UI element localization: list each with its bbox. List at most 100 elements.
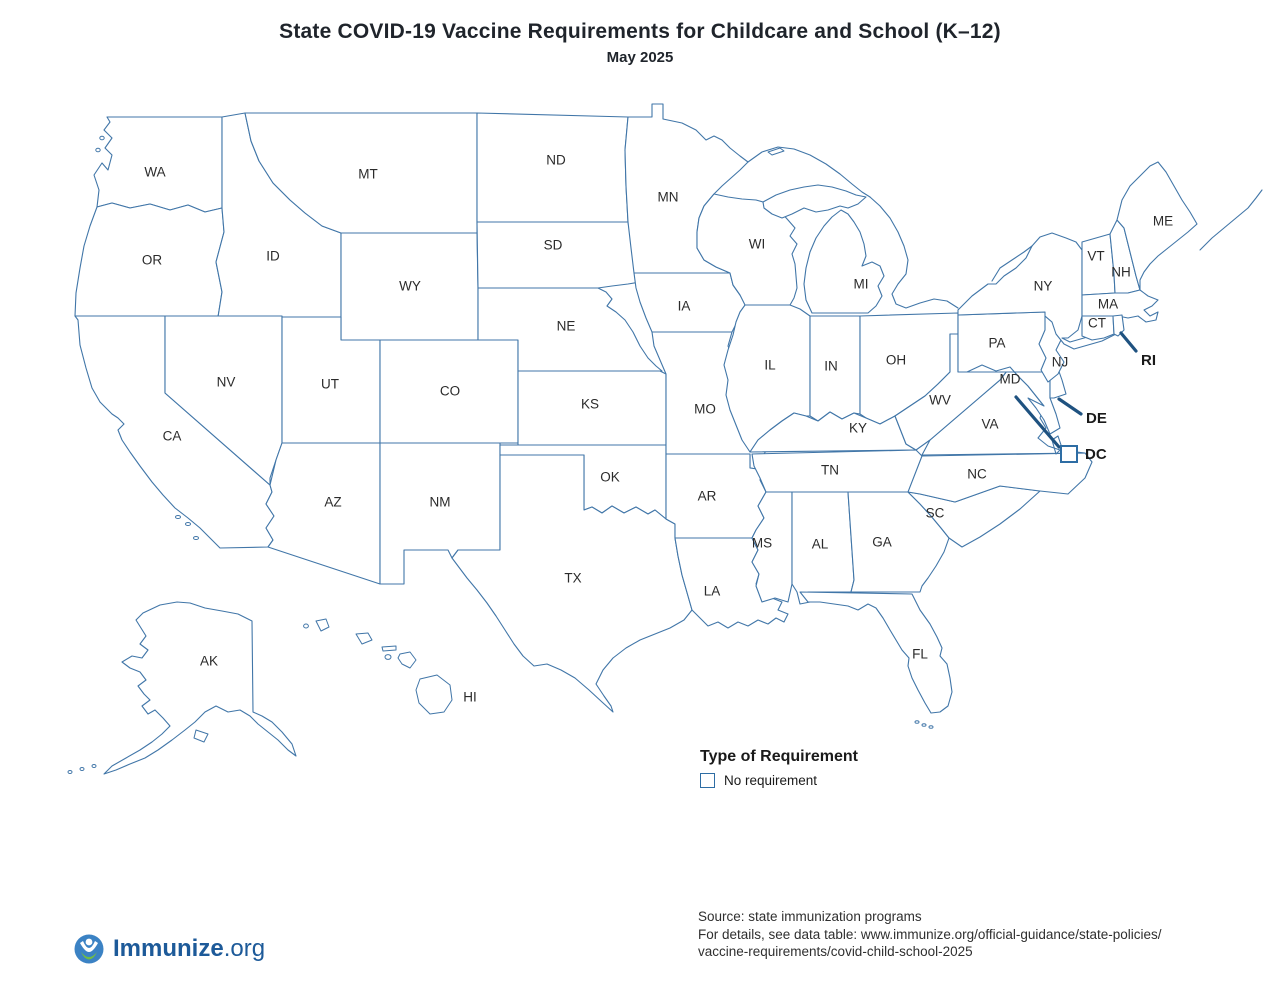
state-label-tn: TN bbox=[821, 463, 839, 478]
state-mi-upper bbox=[762, 184, 867, 219]
callout-line-dc bbox=[1014, 395, 1061, 449]
hawaii-island-maui bbox=[397, 651, 417, 669]
lake-superior-north-shore bbox=[747, 146, 871, 198]
lake-huron-erie-canadian-shore bbox=[869, 196, 959, 309]
florida-keys-1 bbox=[914, 720, 920, 724]
logo-text: Immunize.org bbox=[113, 935, 265, 963]
lake-ontario-north-shore bbox=[991, 245, 1033, 282]
state-label-ne: NE bbox=[557, 319, 576, 334]
state-label-vt: VT bbox=[1087, 249, 1104, 264]
state-tx bbox=[451, 454, 693, 713]
state-label-tx: TX bbox=[564, 571, 581, 586]
state-label-ga: GA bbox=[872, 535, 892, 550]
state-label-la: LA bbox=[704, 584, 721, 599]
state-labels-layer: WA OR CA NV ID MT WY UT AZ NM CO ND SD NE KS OK TX MN IA MO… bbox=[142, 153, 1173, 705]
state-label-nv: NV bbox=[217, 375, 236, 390]
aleutian-island-1 bbox=[67, 770, 73, 774]
atlantic-canada-coastline bbox=[1199, 189, 1263, 251]
channel-island-2 bbox=[185, 522, 191, 526]
hawaii-island-kauai bbox=[315, 618, 330, 632]
state-label-sd: SD bbox=[544, 238, 563, 253]
legend-item-no-requirement: No requirement bbox=[700, 773, 858, 788]
no-requirement-swatch bbox=[700, 773, 715, 788]
state-label-ar: AR bbox=[698, 489, 717, 504]
state-label-wv: WV bbox=[929, 393, 951, 408]
state-label-ia: IA bbox=[678, 299, 691, 314]
immunize-org-logo-icon bbox=[74, 934, 104, 964]
page-title: State COVID-19 Vaccine Requirements for … bbox=[279, 20, 1001, 43]
logo-suffix: .org bbox=[223, 935, 266, 962]
state-label-mt: MT bbox=[358, 167, 378, 182]
state-label-ma: MA bbox=[1098, 297, 1118, 312]
state-label-hi: HI bbox=[463, 690, 477, 705]
hawaii-island-hawaii bbox=[415, 674, 453, 715]
state-label-in: IN bbox=[824, 359, 838, 374]
hawaii-island-oahu bbox=[355, 632, 373, 645]
aleutian-island-2 bbox=[79, 767, 85, 771]
legend: Type of Requirement No requirement bbox=[700, 748, 858, 788]
state-label-nh: NH bbox=[1111, 265, 1131, 280]
florida-keys-2 bbox=[921, 723, 927, 727]
state-label-nj: NJ bbox=[1052, 355, 1069, 370]
state-label-me: ME bbox=[1153, 214, 1173, 229]
isle-royale bbox=[767, 147, 785, 156]
state-label-ut: UT bbox=[321, 377, 339, 392]
source-line-2: For details, see data table: www.immuniz… bbox=[698, 926, 1162, 942]
state-label-wa: WA bbox=[144, 165, 165, 180]
callout-de: DE bbox=[1057, 397, 1107, 427]
hawaii-island-niihau bbox=[303, 623, 309, 629]
state-label-md: MD bbox=[1000, 372, 1021, 387]
callout-dc: DC bbox=[1014, 395, 1107, 463]
state-label-ak: AK bbox=[200, 654, 218, 669]
state-mn bbox=[624, 103, 749, 274]
state-az bbox=[265, 442, 381, 585]
callout-label-dc: DC bbox=[1085, 446, 1107, 463]
source-line-1: Source: state immunization programs bbox=[698, 909, 922, 924]
callout-line-ri bbox=[1119, 331, 1138, 353]
channel-island-1 bbox=[175, 515, 181, 519]
state-label-ok: OK bbox=[600, 470, 620, 485]
logo-brand: Immunize bbox=[113, 935, 224, 962]
state-label-oh: OH bbox=[886, 353, 906, 368]
state-label-nm: NM bbox=[430, 495, 451, 510]
state-ny bbox=[957, 232, 1117, 350]
state-label-nc: NC bbox=[967, 467, 987, 482]
state-label-pa: PA bbox=[988, 336, 1005, 351]
state-label-sc: SC bbox=[926, 506, 945, 521]
callout-label-de: DE bbox=[1086, 410, 1107, 427]
state-label-ky: KY bbox=[849, 421, 867, 436]
legend-item-label: No requirement bbox=[724, 773, 818, 788]
state-label-ms: MS bbox=[752, 536, 772, 551]
callout-box-dc bbox=[1060, 445, 1078, 463]
state-ak bbox=[103, 601, 297, 775]
source-note: Source: state immunization programs For … bbox=[698, 908, 1161, 961]
state-me bbox=[1116, 161, 1198, 291]
state-md bbox=[966, 364, 1061, 435]
hawaii-island-molokai bbox=[381, 645, 397, 652]
puget-sound-island-2 bbox=[95, 147, 101, 153]
callouts-layer: RI DE DC bbox=[1014, 331, 1156, 463]
state-label-wi: WI bbox=[749, 237, 766, 252]
florida-keys-3 bbox=[928, 725, 934, 729]
state-label-fl: FL bbox=[912, 647, 928, 662]
legend-heading: Type of Requirement bbox=[700, 748, 858, 765]
state-mi-lower bbox=[803, 209, 885, 314]
state-sd bbox=[476, 221, 641, 289]
immunize-org-logo: Immunize.org bbox=[73, 933, 265, 965]
alaska-kodiak-island bbox=[193, 729, 209, 743]
source-line-3: vaccine-requirements/covid-child-school-… bbox=[698, 944, 973, 959]
state-label-id: ID bbox=[266, 249, 280, 264]
channel-island-3 bbox=[193, 536, 199, 540]
state-label-co: CO bbox=[440, 384, 460, 399]
puget-sound-island-1 bbox=[99, 135, 105, 141]
aleutian-island-3 bbox=[91, 764, 97, 768]
state-label-wy: WY bbox=[399, 279, 421, 294]
state-label-il: IL bbox=[764, 358, 776, 373]
state-label-mn: MN bbox=[658, 190, 679, 205]
states-layer bbox=[74, 103, 1198, 775]
islands-layer bbox=[67, 135, 934, 774]
state-label-nd: ND bbox=[546, 153, 566, 168]
state-fl bbox=[799, 591, 953, 714]
state-label-az: AZ bbox=[324, 495, 341, 510]
page-subtitle: May 2025 bbox=[606, 49, 674, 66]
